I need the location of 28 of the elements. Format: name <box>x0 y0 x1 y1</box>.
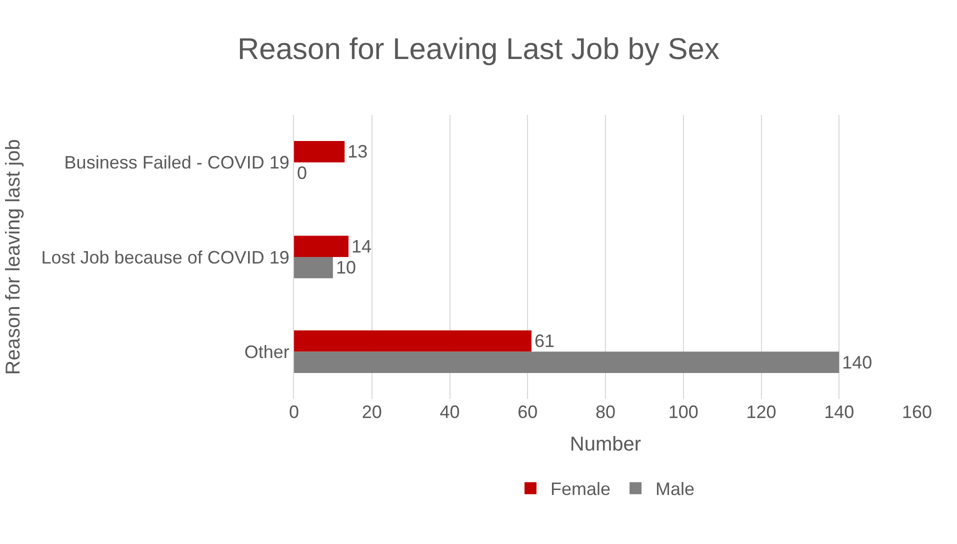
x-tick-label: 40 <box>440 402 460 422</box>
bar <box>294 352 840 373</box>
bar <box>294 257 333 278</box>
x-tick-label: 120 <box>746 402 776 422</box>
x-tick-label: 80 <box>595 402 616 422</box>
data-label: 140 <box>842 352 872 372</box>
bar <box>294 236 349 257</box>
legend-label: Female <box>550 479 611 500</box>
data-label: 61 <box>534 331 555 352</box>
y-axis-title: Reason for leaving last job <box>2 139 25 375</box>
chart-title: Reason for Leaving Last Job by Sex <box>238 33 720 66</box>
data-label: 0 <box>297 162 308 183</box>
x-axis-title: Number <box>570 434 642 456</box>
data-label: 14 <box>352 236 372 256</box>
y-tick-label: Lost Job because of COVID 19 <box>41 247 290 268</box>
bar <box>294 141 345 162</box>
x-tick-label: 140 <box>824 402 854 422</box>
bar <box>294 330 532 352</box>
x-tick-label: 160 <box>902 402 932 422</box>
data-label: 10 <box>336 258 356 278</box>
x-tick-label: 20 <box>362 402 382 422</box>
y-tick-label: Business Failed - COVID 19 <box>64 152 290 173</box>
legend-label: Male <box>656 479 695 500</box>
data-label: 13 <box>348 142 368 162</box>
x-tick-label: 60 <box>518 402 538 422</box>
y-tick-label: Other <box>244 342 290 362</box>
x-tick-label: 100 <box>668 402 698 422</box>
x-tick-label: 0 <box>288 402 300 422</box>
